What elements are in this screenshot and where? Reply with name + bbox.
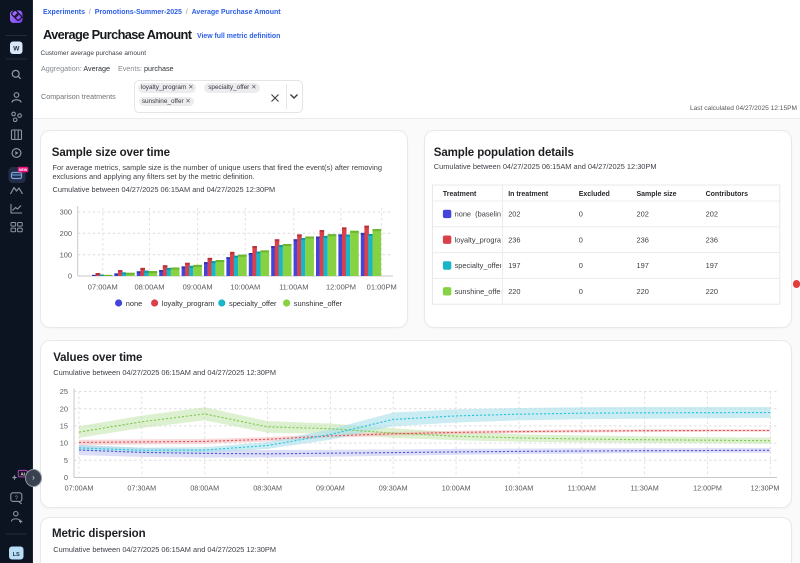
svg-text:11:00AM: 11:00AM <box>279 283 308 292</box>
svg-text:sunshine_offer: sunshine_offer <box>294 299 343 308</box>
svg-text:09:30AM: 09:30AM <box>379 484 408 493</box>
svg-text:220: 220 <box>706 287 718 296</box>
svg-text:300: 300 <box>60 208 72 217</box>
svg-text:07:00AM: 07:00AM <box>88 283 118 292</box>
svg-text:100: 100 <box>60 250 72 259</box>
svg-text:11:30AM: 11:30AM <box>630 484 658 493</box>
svg-text:20: 20 <box>60 404 68 413</box>
svg-text:07:30AM: 07:30AM <box>127 484 156 493</box>
svg-text:202: 202 <box>706 210 718 219</box>
svg-text:15: 15 <box>60 422 68 431</box>
svg-text:12:00PM: 12:00PM <box>693 484 722 493</box>
svg-text:LS: LS <box>13 552 20 558</box>
svg-text:236: 236 <box>508 235 520 244</box>
svg-text:10:00AM: 10:00AM <box>442 484 471 493</box>
svg-text:0: 0 <box>579 210 583 219</box>
svg-text:11:00AM: 11:00AM <box>568 484 596 493</box>
svg-text:loyalty_program: loyalty_program <box>162 299 215 308</box>
svg-text:specialty_offer: specialty_offer <box>229 299 277 308</box>
svg-text:10:00AM: 10:00AM <box>230 283 260 292</box>
svg-text:Sample size: Sample size <box>637 191 677 198</box>
svg-text:202: 202 <box>508 210 520 219</box>
svg-text:09:00AM: 09:00AM <box>183 283 213 292</box>
svg-text:12:00PM: 12:00PM <box>326 283 356 292</box>
svg-text:sunshine_offer: sunshine_offer <box>455 287 504 296</box>
svg-text:08:30AM: 08:30AM <box>253 484 282 493</box>
svg-text:10:30AM: 10:30AM <box>505 484 534 493</box>
svg-text:08:00AM: 08:00AM <box>190 484 219 493</box>
svg-text:In treatment: In treatment <box>508 191 549 198</box>
svg-text:25: 25 <box>60 387 68 396</box>
svg-text:236: 236 <box>706 235 718 244</box>
svg-text:10: 10 <box>60 439 68 448</box>
svg-text:0: 0 <box>68 272 72 281</box>
svg-text:01:00PM: 01:00PM <box>367 283 397 292</box>
svg-text:Treatment: Treatment <box>443 191 477 198</box>
svg-text:0: 0 <box>579 261 583 270</box>
svg-text:197: 197 <box>637 261 649 270</box>
svg-text:200: 200 <box>60 229 72 238</box>
svg-text:0: 0 <box>579 235 583 244</box>
svg-text:0: 0 <box>579 287 583 296</box>
svg-text:12:30PM: 12:30PM <box>751 484 780 493</box>
svg-text:?: ? <box>15 496 19 502</box>
svg-text:197: 197 <box>508 261 520 270</box>
svg-text:Excluded: Excluded <box>579 191 610 198</box>
svg-text:0: 0 <box>64 473 68 482</box>
svg-text:specialty_offer: specialty_offer <box>455 261 503 270</box>
svg-text:220: 220 <box>508 287 520 296</box>
svg-text:08:00AM: 08:00AM <box>134 283 164 292</box>
svg-text:NEW: NEW <box>19 168 28 172</box>
svg-text:5: 5 <box>64 456 68 465</box>
svg-text:09:00AM: 09:00AM <box>316 484 345 493</box>
svg-text:AI: AI <box>20 472 24 477</box>
svg-text:220: 220 <box>637 287 649 296</box>
svg-text:236: 236 <box>637 235 649 244</box>
svg-text:loyalty_program: loyalty_program <box>455 235 508 244</box>
svg-text:202: 202 <box>637 210 649 219</box>
svg-text:Contributors: Contributors <box>706 191 748 198</box>
svg-text:07:00AM: 07:00AM <box>65 484 94 493</box>
svg-text:197: 197 <box>706 261 718 270</box>
svg-text:W: W <box>13 45 20 52</box>
svg-text:none: none <box>126 299 142 308</box>
svg-text:none (baseline): none (baseline) <box>455 210 508 219</box>
